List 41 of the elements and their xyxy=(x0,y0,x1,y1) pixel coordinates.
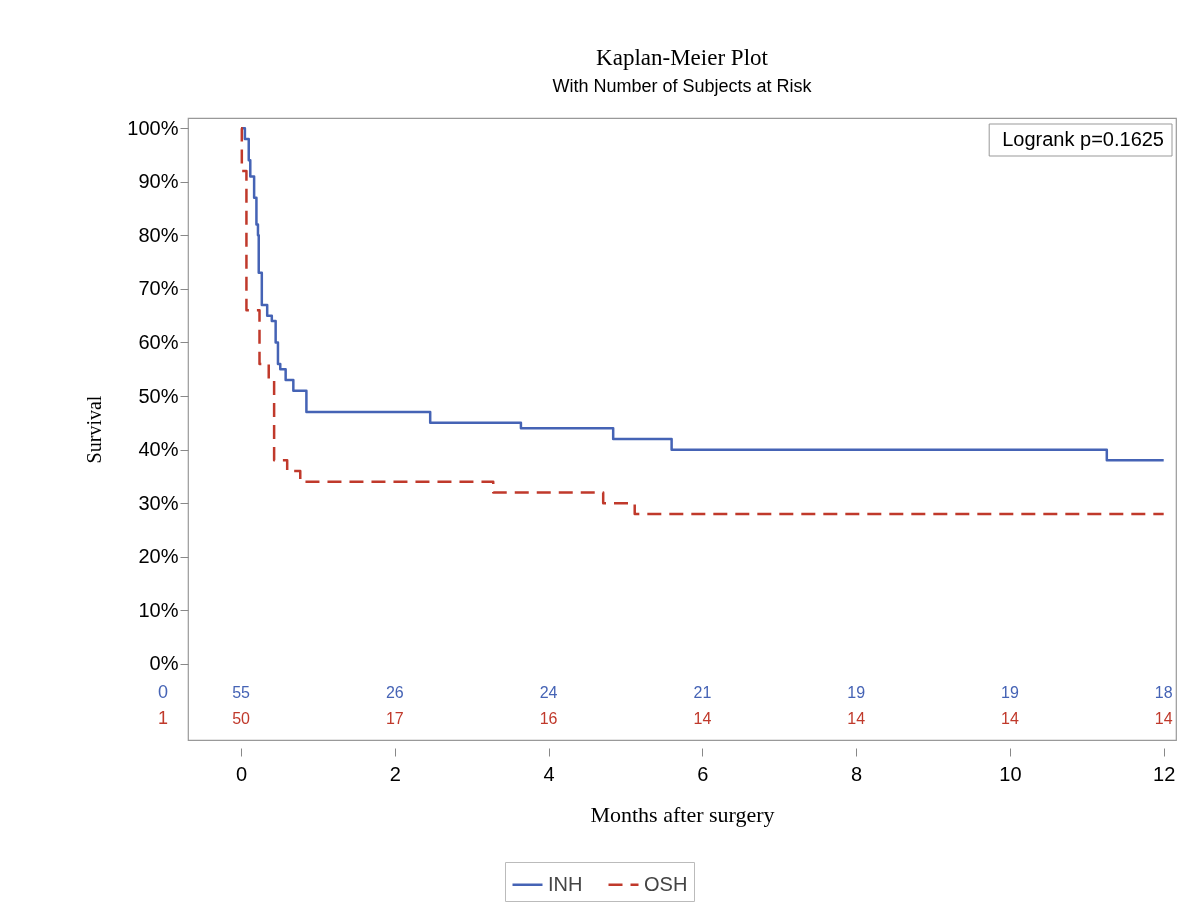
chart-title: Kaplan-Meier Plot xyxy=(596,45,769,70)
annotation: 14 xyxy=(847,710,866,727)
legend-label: INH xyxy=(548,872,583,895)
x-tick-label: 2 xyxy=(389,762,401,785)
legend-label: OSH xyxy=(644,872,688,895)
annotation: 19 xyxy=(847,684,866,701)
x-tick-label: 8 xyxy=(851,762,863,785)
text: 1 xyxy=(157,708,169,728)
annotation: 24 xyxy=(539,684,558,701)
x-tick-label: 12 xyxy=(1153,762,1176,785)
annotation: 14 xyxy=(1154,710,1173,727)
y-tick-label: 20% xyxy=(138,545,179,568)
x-tick-label: 4 xyxy=(543,762,555,785)
annotation: 14 xyxy=(693,710,712,727)
y-axis-title: Survival xyxy=(83,395,106,464)
x-tick-label: 10 xyxy=(999,762,1022,785)
annotation: 26 xyxy=(385,684,404,701)
y-tick-label: 30% xyxy=(138,491,179,514)
annotation: 18 xyxy=(1154,684,1173,701)
annotation: 19 xyxy=(1001,684,1019,701)
y-tick-label: 100% xyxy=(127,116,179,139)
annotation: 50 xyxy=(232,710,251,727)
y-tick-label: 70% xyxy=(138,277,179,300)
text: 0 xyxy=(157,682,169,702)
y-tick-label: 10% xyxy=(138,598,179,621)
x-tick-label: 6 xyxy=(697,762,709,785)
y-tick-label: 40% xyxy=(138,438,179,461)
annotation: 16 xyxy=(539,710,558,727)
y-tick-label: 90% xyxy=(138,170,179,193)
y-tick-label: 80% xyxy=(138,223,179,246)
x-tick-label: 0 xyxy=(235,762,248,785)
annotation: 21 xyxy=(693,684,712,701)
chart-subtitle: With Number of Subjects at Risk xyxy=(552,76,813,96)
x-axis-title: Months after surgery xyxy=(590,801,775,827)
y-tick-label: 60% xyxy=(138,330,179,353)
y-tick-label: 0% xyxy=(149,652,179,675)
annotation: Logrank p=0.1625 xyxy=(1002,128,1164,150)
y-tick-label: 50% xyxy=(138,384,179,407)
annotation: 17 xyxy=(385,710,404,727)
annotation: 55 xyxy=(232,684,251,701)
annotation: 14 xyxy=(1001,710,1019,727)
